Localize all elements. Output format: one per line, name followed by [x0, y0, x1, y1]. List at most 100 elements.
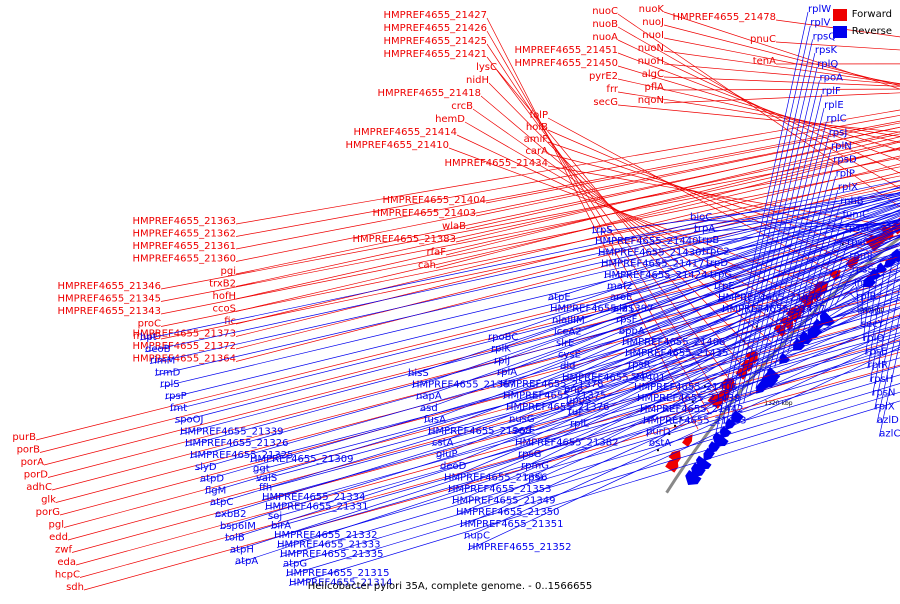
forward-gene-label: HMPREF4655_21478: [673, 12, 776, 23]
label-leader-line: [617, 39, 900, 174]
reverse-gene-label: rplA: [497, 367, 517, 378]
forward-gene-label: frr: [606, 84, 618, 95]
reverse-gene-label: alaS: [613, 303, 634, 314]
forward-gene-label: HMPREF4655_21363: [133, 216, 236, 227]
forward-gene-label: HMPREF4655_21434: [445, 158, 548, 169]
label-leader-line: [154, 202, 900, 376]
label-leader-line: [160, 157, 900, 302]
reverse-gene-label: soj: [268, 511, 282, 522]
reverse-feature: [685, 470, 702, 485]
label-leader-line: [725, 39, 813, 426]
reverse-gene-label: atpG: [283, 559, 307, 570]
label-leader-line: [267, 340, 900, 520]
label-leader-line: [555, 209, 900, 347]
forward-gene-label: HMPREF4655_21345: [58, 294, 161, 305]
reverse-gene-label: ffh: [259, 483, 272, 494]
ruler-dot: [656, 449, 659, 452]
reverse-gene-label: rplS: [160, 379, 180, 390]
forward-gene-label: HMPREF4655_21360: [133, 254, 236, 265]
label-leader-line: [600, 195, 900, 267]
reverse-gene-label: rplX: [875, 401, 895, 412]
forward-gene-label: tenA: [753, 56, 776, 67]
reverse-gene-label: HMPREF4655_21375: [503, 391, 606, 402]
forward-feature: [668, 450, 681, 464]
label-leader-line: [591, 192, 900, 234]
label-leader-line: [235, 147, 900, 300]
label-leader-line: [663, 63, 900, 85]
forward-gene-label: nuoA: [592, 32, 618, 43]
label-leader-line: [235, 172, 900, 337]
forward-gene-label: eda: [57, 557, 76, 568]
ruler-dot: [679, 416, 682, 419]
reverse-feature: [720, 426, 732, 439]
label-leader-line: [639, 255, 900, 413]
reverse-gene-label: rpoA: [820, 73, 844, 84]
forward-gene-label: HMPREF4655_21426: [384, 23, 487, 34]
label-leader-line: [878, 339, 900, 437]
reverse-gene-label: HMPREF4655_21353: [448, 484, 551, 495]
label-leader-line: [419, 236, 900, 412]
label-leader-line: [279, 374, 900, 558]
reverse-feature: [691, 462, 706, 477]
label-leader-line: [39, 234, 900, 453]
label-leader-line: [869, 255, 894, 382]
label-leader-line: [547, 153, 883, 239]
label-leader-line: [179, 243, 900, 435]
reverse-gene-label: HMPREF4655_21378: [500, 379, 603, 390]
forward-gene-label: HMPREF4655_21451: [515, 45, 618, 56]
forward-gene-label: nuoC: [592, 6, 618, 17]
forward-feature: [682, 434, 693, 447]
label-leader-line: [407, 213, 900, 377]
reverse-gene-label: oppA: [619, 326, 645, 337]
label-leader-line: [465, 131, 900, 230]
label-leader-line: [261, 324, 900, 501]
reverse-gene-label: HMPREF4655_21477: [722, 304, 825, 315]
forward-gene-label: algC: [642, 69, 664, 80]
reverse-gene-label: rpsH: [870, 374, 893, 385]
reverse-gene-label: tolB: [225, 533, 245, 544]
label-leader-line: [755, 107, 825, 389]
label-leader-line: [485, 122, 900, 204]
reverse-gene-label: HMPREF4655_21333: [277, 540, 380, 551]
forward-gene-label: HMPREF4655_21421: [384, 49, 487, 60]
legend: Forward Reverse: [832, 6, 892, 40]
forward-gene-label: nuoJ: [642, 17, 664, 28]
forward-gene-label: murG: [133, 331, 161, 342]
label-leader-line: [235, 140, 900, 287]
reverse-gene-label: HMPREF4655_21397: [550, 304, 653, 315]
reverse-gene-label: HMPREF4655_21382: [515, 437, 618, 448]
reverse-gene-label: trpA: [694, 224, 715, 235]
legend-label-forward: Forward: [851, 9, 892, 20]
label-leader-line: [160, 148, 900, 290]
reverse-gene-label: spoOJ: [175, 415, 204, 426]
reverse-gene-label: rpsQ: [813, 31, 837, 42]
forward-gene-label: HMPREF4655_21410: [346, 140, 449, 151]
forward-gene-label: nuoB: [592, 19, 618, 30]
forward-gene-label: HMPREF4655_21427: [384, 10, 487, 21]
reverse-gene-label: HMPREF4655_21352: [468, 542, 571, 553]
reverse-gene-label: cstA: [432, 438, 454, 449]
label-leader-line: [43, 245, 900, 466]
reverse-gene-label: rplO: [863, 333, 884, 344]
reverse-gene-label: hisS: [408, 368, 429, 379]
forward-gene-label: ccoS: [213, 304, 236, 315]
label-leader-line: [617, 26, 900, 189]
label-leader-line: [559, 222, 900, 370]
label-leader-line: [219, 315, 900, 530]
label-leader-line: [264, 332, 900, 510]
reverse-gene-label: rpsK: [815, 45, 838, 56]
reverse-gene-label: HMPREF4655_21367: [412, 380, 515, 391]
label-leader-line: [663, 76, 900, 87]
forward-gene-label: lysC: [476, 62, 497, 73]
label-leader-line: [235, 189, 900, 362]
forward-gene-label: porD: [24, 470, 49, 481]
label-leader-line: [209, 296, 900, 506]
reverse-gene-label: deoD: [440, 461, 467, 472]
reverse-gene-label: hpt: [140, 332, 157, 343]
label-leader-line: [160, 175, 900, 327]
label-leader-line: [642, 262, 900, 424]
forward-gene-label: HMPREF4655_21346: [58, 281, 161, 292]
label-leader-line: [214, 306, 900, 518]
forward-gene-label: HMPREF4655_21418: [378, 88, 481, 99]
